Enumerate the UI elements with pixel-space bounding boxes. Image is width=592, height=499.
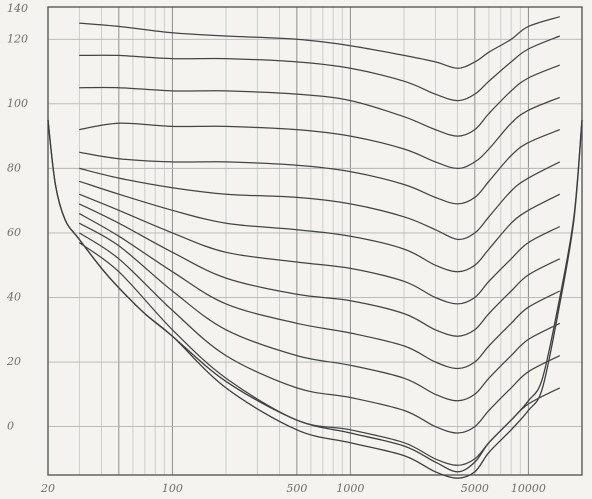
x-tick-labels: 20 100 500 1000 5000 10000 — [40, 482, 546, 495]
y-tick-label: 100 — [7, 97, 28, 110]
loudness-curve-1 — [79, 16, 560, 69]
x-tick-label: 5000 — [461, 482, 489, 495]
plot-frame — [47, 6, 583, 476]
y-tick-label: 140 — [7, 2, 28, 15]
y-tick-label: 60 — [7, 226, 21, 239]
loudness-curve-7 — [79, 180, 561, 273]
y-tick-label: 20 — [6, 355, 21, 368]
loudness-curve-12 — [78, 232, 561, 434]
loudness-curve-6 — [79, 161, 561, 241]
threshold-curve-lower — [47, 119, 583, 479]
threshold-curves — [47, 119, 583, 479]
loudness-curves — [78, 16, 561, 466]
x-tick-label: 500 — [286, 482, 307, 495]
y-tick-labels: 0 20 40 60 80 100 120 140 — [6, 2, 28, 433]
x-tick-label: 100 — [162, 482, 183, 495]
y-tick-label: 40 — [6, 290, 21, 303]
loudness-curve-13 — [78, 242, 561, 466]
loudness-curve-11 — [78, 222, 561, 402]
loudness-curve-3 — [79, 64, 561, 137]
loudness-curve-8 — [79, 193, 561, 305]
loudness-curve-9 — [79, 203, 561, 337]
y-tick-label: 0 — [7, 420, 14, 433]
grid — [47, 7, 583, 475]
loudness-curve-4 — [79, 96, 561, 170]
loudness-curve-5 — [79, 129, 561, 205]
x-tick-label: 1000 — [336, 482, 364, 495]
loudness-curve-2 — [79, 35, 561, 102]
x-tick-label: 20 — [40, 482, 55, 495]
y-tick-label: 80 — [7, 161, 21, 174]
loudness-curve-10 — [78, 213, 561, 370]
y-tick-label: 120 — [7, 32, 28, 45]
threshold-curve-upper — [47, 119, 583, 473]
plot-border — [47, 6, 583, 476]
x-tick-label: 10000 — [511, 482, 546, 495]
